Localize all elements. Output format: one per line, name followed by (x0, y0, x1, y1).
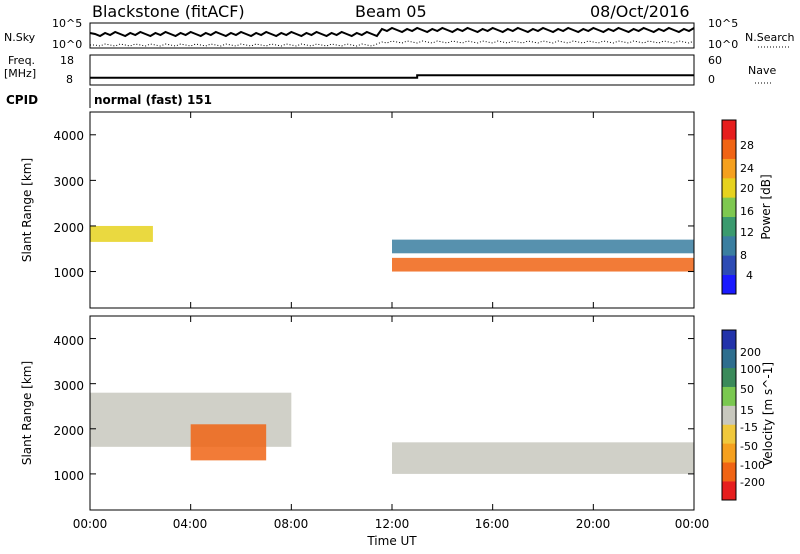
noise-panel: N.Sky 10^5 10^0 10^5 10^0 N.Search (4, 17, 795, 51)
freq-tick-bottom: 8 (66, 73, 73, 86)
power-cbar-tick-12: 12 (740, 226, 754, 239)
freq-label-line2: [MHz] (4, 67, 36, 80)
freq-panel: Freq. [MHz] 18 8 60 0 Nave (4, 54, 776, 86)
vel-ytick-4000: 4000 (53, 334, 84, 348)
velocity-panel: Slant Range [km] 4000 3000 2000 1000 (20, 315, 695, 511)
vel-cbar-tick-50: 50 (740, 383, 754, 396)
freq-line (90, 74, 694, 79)
vel-cbar-swatch-8 (722, 330, 736, 350)
power-cbar-swatch-8 (722, 120, 736, 140)
power-cbar-tick-28: 28 (740, 139, 754, 152)
freq-label-line1: Freq. (8, 54, 35, 67)
nave-tick-top: 60 (708, 54, 722, 67)
vel-cbar-swatch-5 (722, 386, 736, 406)
date-title: 08/Oct/2016 (590, 2, 690, 21)
xtick-0000: 00:00 (73, 517, 108, 531)
vel-cbar-tick-200: 200 (740, 346, 761, 359)
velocity-colorbar-label: Velocity [m s^-1] (761, 362, 775, 466)
vel-cbar-swatch-1 (722, 462, 736, 482)
power-ylabel: Slant Range [km] (20, 158, 34, 262)
power-cbar-swatch-5 (722, 178, 736, 198)
vel-cbar-tick-minus100: -100 (740, 459, 765, 472)
noise-tick-bottom-right: 10^0 (708, 38, 738, 51)
xtick-2000: 20:00 (576, 517, 611, 531)
power-tick-marks (89, 112, 695, 308)
xtick-0800: 08:00 (274, 517, 309, 531)
radar-title: Blackstone (fitACF) (92, 2, 245, 21)
vel-cbar-swatch-2 (722, 443, 736, 463)
power-colorbar-swatches (722, 120, 736, 295)
vel-cbar-swatch-7 (722, 348, 736, 369)
xtick-1600: 16:00 (475, 517, 510, 531)
xtick-2400: 00:00 (675, 517, 710, 531)
power-cbar-swatch-6 (722, 158, 736, 179)
power-panel-frame (89, 111, 695, 309)
freq-tick-top: 18 (60, 54, 74, 67)
power-band-2 (392, 239, 694, 254)
velocity-colorbar: 200 100 50 15 -15 -50 -100 -200 Velocity… (721, 329, 775, 501)
power-colorbar: 28 24 20 16 12 8 4 Power [dB] (721, 119, 773, 295)
power-ytick-4000: 4000 (53, 129, 84, 143)
vel-cbar-tick-100: 100 (740, 363, 761, 376)
noise-tick-top-left: 10^5 (52, 17, 82, 30)
vel-cbar-swatch-4 (722, 405, 736, 425)
power-cbar-tick-24: 24 (740, 162, 754, 175)
vel-ytick-1000: 1000 (53, 469, 84, 483)
power-band-1 (392, 257, 694, 272)
vel-ytick-3000: 3000 (53, 379, 84, 393)
xtick-0400: 04:00 (173, 517, 208, 531)
freq-panel-frame (89, 54, 695, 86)
velocity-colorbar-frame (721, 329, 737, 501)
beam-title: Beam 05 (355, 2, 427, 21)
power-colorbar-label: Power [dB] (759, 174, 773, 239)
vel-cbar-tick-minus15: -15 (740, 421, 758, 434)
noise-sky-line (89, 26, 695, 38)
noise-left-label: N.Sky (4, 31, 36, 44)
noise-tick-top-right: 10^5 (708, 17, 738, 30)
power-cbar-swatch-0 (722, 274, 736, 295)
velocity-tick-marks (89, 316, 695, 510)
power-ytick-3000: 3000 (53, 175, 84, 189)
velocity-colorbar-swatches (722, 330, 736, 501)
nave-label: Nave (748, 64, 776, 77)
velocity-band-1 (190, 424, 267, 461)
power-panel: Slant Range [km] 4000 3000 2000 1000 (20, 111, 695, 309)
noise-panel-frame (89, 22, 695, 49)
vel-cbar-tick-15: 15 (740, 404, 754, 417)
noise-right-label: N.Search (745, 31, 795, 44)
power-bands (90, 225, 694, 272)
power-cbar-tick-16: 16 (740, 205, 754, 218)
power-cbar-swatch-4 (722, 197, 736, 217)
power-cbar-swatch-3 (722, 216, 736, 237)
vel-cbar-swatch-6 (722, 367, 736, 387)
power-cbar-tick-20: 20 (740, 182, 754, 195)
power-band-0 (90, 225, 153, 242)
power-cbar-swatch-7 (722, 139, 736, 159)
vel-cbar-swatch-0 (722, 481, 736, 501)
cpid-value: normal (fast) 151 (94, 93, 212, 107)
power-ytick-2000: 2000 (53, 221, 84, 235)
power-ytick-1000: 1000 (53, 266, 84, 280)
vel-cbar-tick-minus50: -50 (740, 440, 758, 453)
xtick-1200: 12:00 (375, 517, 410, 531)
noise-tick-bottom-left: 10^0 (52, 38, 82, 51)
vel-cbar-swatch-3 (722, 424, 736, 444)
velocity-ylabel: Slant Range [km] (20, 361, 34, 465)
power-cbar-tick-4: 4 (746, 269, 753, 282)
noise-search-line (90, 40, 695, 47)
vel-cbar-tick-minus200: -200 (740, 476, 765, 489)
vel-ytick-2000: 2000 (53, 424, 84, 438)
nave-tick-bottom: 0 (708, 73, 715, 86)
velocity-bands (90, 392, 694, 474)
xaxis-label: Time UT (366, 534, 417, 548)
power-cbar-swatch-1 (722, 255, 736, 275)
velocity-band-2 (392, 442, 694, 474)
power-colorbar-frame (721, 119, 737, 295)
cpid-label: CPID (6, 93, 38, 107)
power-cbar-swatch-2 (722, 236, 736, 256)
power-cbar-tick-8: 8 (740, 249, 747, 262)
